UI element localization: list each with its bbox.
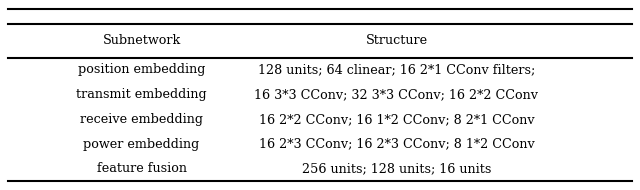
- Text: Subnetwork: Subnetwork: [102, 34, 180, 47]
- Text: position embedding: position embedding: [78, 63, 205, 76]
- Text: power embedding: power embedding: [83, 138, 200, 150]
- Text: 16 2*3 CConv; 16 2*3 CConv; 8 1*2 CConv: 16 2*3 CConv; 16 2*3 CConv; 8 1*2 CConv: [259, 138, 534, 150]
- Text: Structure: Structure: [365, 34, 428, 47]
- Text: receive embedding: receive embedding: [80, 113, 203, 126]
- Text: transmit embedding: transmit embedding: [76, 88, 207, 101]
- Text: feature fusion: feature fusion: [97, 162, 187, 175]
- Text: 128 units; 64 clinear; 16 2*1 CConv filters;: 128 units; 64 clinear; 16 2*1 CConv filt…: [258, 63, 535, 76]
- Text: 16 2*2 CConv; 16 1*2 CConv; 8 2*1 CConv: 16 2*2 CConv; 16 1*2 CConv; 8 2*1 CConv: [259, 113, 534, 126]
- Text: 16 3*3 CConv; 32 3*3 CConv; 16 2*2 CConv: 16 3*3 CConv; 32 3*3 CConv; 16 2*2 CConv: [255, 88, 538, 101]
- Text: 256 units; 128 units; 16 units: 256 units; 128 units; 16 units: [302, 162, 491, 175]
